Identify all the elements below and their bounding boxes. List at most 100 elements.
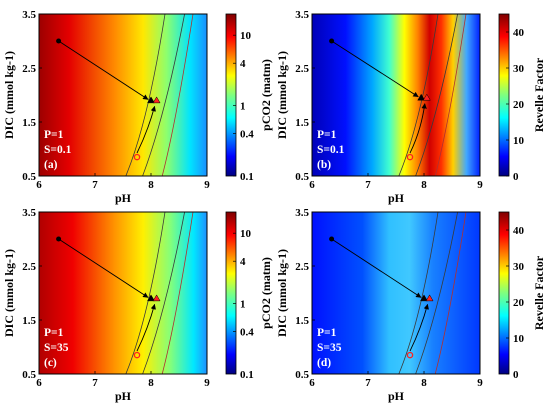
point-red-circle [133, 351, 141, 359]
plot-frame [38, 211, 208, 375]
colorbar-tick-label: 10 [240, 228, 252, 240]
colorbar-tick-label: 4 [240, 58, 246, 70]
panel-c: P=1 S=35 (c)6 7 8 9 pH 0.5 1.5 2.5 3.5 DIC (mmol kg… [2, 207, 273, 403]
point-red-triangle [152, 96, 161, 104]
y-axis-label: DIC (mmol kg-1) [2, 249, 16, 337]
x-tick-label: 9 [477, 377, 483, 389]
arrow-black-to-triangle [331, 238, 422, 298]
colorbar [498, 13, 510, 177]
colorbar-tick-label: 0.1 [240, 171, 254, 183]
colorbar-tick-label: 10 [240, 30, 252, 42]
y-tick-label: 0.5 [22, 369, 36, 381]
contour-line [415, 13, 458, 177]
x-axis-label: pH [388, 389, 405, 403]
panel-b: P=1 S=0.1 (b)6 7 8 9 pH 0.5 1.5 2.5 3.5 DIC (mmol k… [275, 9, 546, 205]
contour-line [142, 211, 185, 375]
contour-line [125, 211, 166, 375]
y-tick-label: 3.5 [295, 207, 309, 219]
y-axis-label: DIC (mmol kg-1) [275, 249, 289, 337]
arrow-red-to-triangle [409, 303, 429, 352]
annotation-text: P=1 [44, 327, 64, 339]
colorbar-label: Revelle Factor [532, 255, 546, 330]
y-tick-label: 1.5 [22, 117, 36, 129]
colorbar-tick-label: 40 [513, 27, 525, 39]
colorbar-tick-label: 30 [513, 63, 525, 75]
colorbar-tick-label: 10 [513, 135, 525, 147]
x-tick-label: 6 [309, 179, 315, 191]
colorbar-tick-label: 1 [240, 299, 246, 311]
annotation-text: S=0.1 [44, 144, 72, 156]
y-tick-label: 2.5 [22, 261, 36, 273]
colorbar-tick-label: 0.1 [240, 369, 254, 381]
plot-frame [311, 211, 481, 375]
x-tick-label: 7 [365, 377, 371, 389]
point-red-circle [406, 153, 414, 161]
panel-label: (c) [44, 357, 57, 369]
x-tick-label: 9 [204, 377, 210, 389]
colorbar-tick-label: 40 [513, 225, 525, 237]
colorbar-tick-label: 0 [513, 171, 519, 183]
y-tick-label: 2.5 [295, 63, 309, 75]
annotation-text: S=35 [317, 342, 342, 354]
x-tick-label: 9 [204, 179, 210, 191]
contour-line [398, 211, 439, 375]
colorbar [225, 13, 237, 177]
panel-label: (a) [44, 159, 58, 171]
colorbar-label: pCO2 (matm) [259, 59, 273, 131]
colorbar-label: Revelle Factor [532, 57, 546, 132]
colorbar-tick-label: 30 [513, 261, 525, 273]
y-tick-label: 3.5 [22, 207, 36, 219]
colorbar-label: pCO2 (matm) [259, 257, 273, 329]
contour-line [125, 13, 166, 177]
x-axis-label: pH [388, 191, 405, 205]
colorbar-tick-label: 0 [513, 369, 519, 381]
y-axis-label: DIC (mmol kg-1) [2, 51, 16, 139]
point-black-triangle [147, 96, 155, 104]
x-tick-label: 8 [148, 377, 154, 389]
point-red-circle [133, 153, 141, 161]
contour-line [161, 211, 194, 375]
colorbar [225, 211, 237, 375]
annotation-text: P=1 [44, 129, 64, 141]
annotation-text: S=35 [44, 342, 69, 354]
y-tick-label: 0.5 [295, 171, 309, 183]
colorbar-tick-label: 1 [240, 101, 246, 113]
annotation-text: S=0.1 [317, 144, 345, 156]
panel-label: (d) [317, 357, 331, 369]
contour-line [434, 211, 467, 375]
point-black-circle [329, 38, 335, 44]
y-tick-label: 2.5 [22, 63, 36, 75]
point-red-triangle [422, 93, 431, 101]
x-tick-label: 6 [36, 179, 42, 191]
x-tick-label: 8 [148, 179, 154, 191]
contour-line [434, 13, 467, 177]
y-axis-label: DIC (mmol kg-1) [275, 51, 289, 139]
colorbar-tick-label: 0.4 [240, 129, 254, 141]
contour-line [398, 13, 439, 177]
x-tick-label: 7 [365, 179, 371, 191]
plot-frame [311, 13, 481, 177]
arrow-red-to-triangle [409, 103, 427, 154]
panel-d: P=1 S=35 (d)6 7 8 9 pH 0.5 1.5 2.5 3.5 DIC (mmol kg… [275, 207, 546, 403]
point-red-triangle [152, 294, 161, 302]
x-tick-label: 6 [36, 377, 42, 389]
y-tick-label: 3.5 [22, 9, 36, 21]
y-tick-label: 0.5 [295, 369, 309, 381]
point-black-circle [56, 236, 62, 242]
point-black-triangle [420, 294, 428, 302]
panel-a: P=1 S=0.1 (a)6 7 8 9 pH 0.5 1.5 2.5 3.5 DIC (mmol k… [2, 9, 273, 205]
panel-label: (b) [317, 159, 331, 171]
y-tick-label: 3.5 [295, 9, 309, 21]
y-tick-label: 0.5 [22, 171, 36, 183]
x-axis-label: pH [115, 389, 132, 403]
annotation-text: P=1 [317, 129, 337, 141]
point-red-triangle [425, 294, 434, 302]
point-black-circle [329, 236, 335, 242]
colorbar-tick-label: 10 [513, 333, 525, 345]
plot-frame [38, 13, 208, 177]
x-axis-label: pH [115, 191, 132, 205]
arrow-red-to-triangle [136, 105, 156, 154]
point-red-circle [406, 351, 414, 359]
contour-line [142, 13, 185, 177]
